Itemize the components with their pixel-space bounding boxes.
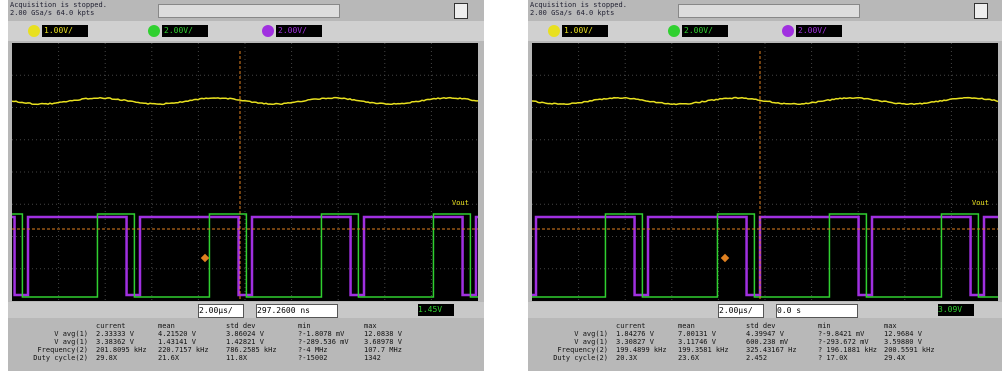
channel-scale[interactable]: 2.00V/ bbox=[276, 25, 322, 37]
delay[interactable]: 0.0 s bbox=[776, 304, 858, 318]
table-cell: 3.30827 V bbox=[616, 338, 654, 346]
sample-rate: 2.00 GSa/s 64.0 kpts bbox=[530, 9, 614, 17]
row-label: Duty cycle(2) bbox=[12, 354, 88, 362]
table-cell: 1342 bbox=[364, 354, 381, 362]
table-cell: 7.00131 V bbox=[678, 330, 716, 338]
channel-badge[interactable] bbox=[548, 25, 560, 37]
status-text: Acquisition is stopped. bbox=[10, 1, 107, 9]
vout-label: Vout bbox=[452, 199, 469, 207]
channel-badge[interactable] bbox=[262, 25, 274, 37]
overview-bar bbox=[158, 4, 340, 18]
timebase[interactable]: 2.00μs/ bbox=[718, 304, 764, 318]
row-label: Duty cycle(2) bbox=[532, 354, 608, 362]
table-cell: 2.452 bbox=[746, 354, 767, 362]
channel-scale[interactable]: 2.00V/ bbox=[162, 25, 208, 37]
table-cell: 1.84276 V bbox=[616, 330, 654, 338]
channel-scale[interactable]: 2.00V/ bbox=[796, 25, 842, 37]
table-cell: ?-289.536 mV bbox=[298, 338, 349, 346]
table-cell: 786.2585 kHz bbox=[226, 346, 277, 354]
table-cell: ? 17.0X bbox=[818, 354, 848, 362]
channel-scale[interactable]: 1.00V/ bbox=[42, 25, 88, 37]
page: Acquisition is stopped.2.00 GSa/s 64.0 k… bbox=[0, 0, 1002, 371]
table-cell: 4.39947 V bbox=[746, 330, 784, 338]
row-label: Frequency(2) bbox=[12, 346, 88, 354]
table-cell: ?-15002 bbox=[298, 354, 328, 362]
table-cell: 220.7157 kHz bbox=[158, 346, 209, 354]
table-cell: 1.43141 V bbox=[158, 338, 196, 346]
row-label: V avg(1) bbox=[532, 330, 608, 338]
table-cell: 600.238 mV bbox=[746, 338, 788, 346]
scope: Acquisition is stopped.2.00 GSa/s 64.0 k… bbox=[8, 0, 484, 371]
table-cell: 1.42821 V bbox=[226, 338, 264, 346]
table-cell: ?-1.8078 mV bbox=[298, 330, 344, 338]
table-cell: 3.86024 V bbox=[226, 330, 264, 338]
channel-badge[interactable] bbox=[668, 25, 680, 37]
bottom-bar bbox=[528, 302, 1002, 318]
table-cell: 2.33333 V bbox=[96, 330, 134, 338]
table-header: max bbox=[884, 322, 897, 330]
channel-badge[interactable] bbox=[148, 25, 160, 37]
status-text: Acquisition is stopped. bbox=[530, 1, 627, 9]
table-header: std dev bbox=[226, 322, 256, 330]
scope-screen bbox=[532, 43, 998, 301]
channel-badge[interactable] bbox=[28, 25, 40, 37]
table-cell: 11.8X bbox=[226, 354, 247, 362]
table-cell: 201.8095 kHz bbox=[96, 346, 147, 354]
sample-rate: 2.00 GSa/s 64.0 kpts bbox=[10, 9, 94, 17]
table-cell: ? 196.1881 kHz bbox=[818, 346, 877, 354]
table-cell: 3.68978 V bbox=[364, 338, 402, 346]
table-cell: 29.4X bbox=[884, 354, 905, 362]
table-cell: 3.59880 V bbox=[884, 338, 922, 346]
table-cell: 12.0838 V bbox=[364, 330, 402, 338]
table-header: mean bbox=[678, 322, 695, 330]
table-header: current bbox=[96, 322, 126, 330]
scope: Acquisition is stopped.2.00 GSa/s 64.0 k… bbox=[528, 0, 1002, 371]
run-button[interactable] bbox=[454, 3, 468, 19]
row-label: V avg(1) bbox=[12, 338, 88, 346]
channel-badge[interactable] bbox=[782, 25, 794, 37]
row-label: V avg(1) bbox=[12, 330, 88, 338]
table-cell: 325.43167 Hz bbox=[746, 346, 797, 354]
trigger-level[interactable]: 1.45V bbox=[418, 304, 454, 316]
table-cell: 199.3581 kHz bbox=[678, 346, 729, 354]
table-cell: 3.11746 V bbox=[678, 338, 716, 346]
trigger-marker bbox=[201, 254, 209, 262]
channel-scale[interactable]: 2.00V/ bbox=[682, 25, 728, 37]
table-header: current bbox=[616, 322, 646, 330]
table-cell: ?-9.8421 mV bbox=[818, 330, 864, 338]
timebase[interactable]: 2.00μs/ bbox=[198, 304, 244, 318]
delay[interactable]: 297.2600 ns bbox=[256, 304, 338, 318]
table-cell: 21.6X bbox=[158, 354, 179, 362]
table-cell: 4.21520 V bbox=[158, 330, 196, 338]
table-header: min bbox=[818, 322, 831, 330]
table-cell: ?-4 MHz bbox=[298, 346, 328, 354]
scope-screen bbox=[12, 43, 478, 301]
table-header: std dev bbox=[746, 322, 776, 330]
overview-bar bbox=[678, 4, 860, 18]
table-cell: 12.9684 V bbox=[884, 330, 922, 338]
trigger-marker bbox=[721, 254, 729, 262]
table-header: mean bbox=[158, 322, 175, 330]
table-cell: 107.7 MHz bbox=[364, 346, 402, 354]
table-cell: 29.8X bbox=[96, 354, 117, 362]
table-header: max bbox=[364, 322, 377, 330]
run-button[interactable] bbox=[974, 3, 988, 19]
vout-label: Vout bbox=[972, 199, 989, 207]
table-cell: 3.38362 V bbox=[96, 338, 134, 346]
trigger-level[interactable]: 3.09V bbox=[938, 304, 974, 316]
channel-scale[interactable]: 1.00V/ bbox=[562, 25, 608, 37]
table-cell: 20.3X bbox=[616, 354, 637, 362]
table-header: min bbox=[298, 322, 311, 330]
table-cell: 199.4899 kHz bbox=[616, 346, 667, 354]
row-label: Frequency(2) bbox=[532, 346, 608, 354]
table-cell: 200.5591 kHz bbox=[884, 346, 935, 354]
table-cell: ?-293.672 mV bbox=[818, 338, 869, 346]
bottom-bar bbox=[8, 302, 484, 318]
table-cell: 23.6X bbox=[678, 354, 699, 362]
row-label: V avg(1) bbox=[532, 338, 608, 346]
